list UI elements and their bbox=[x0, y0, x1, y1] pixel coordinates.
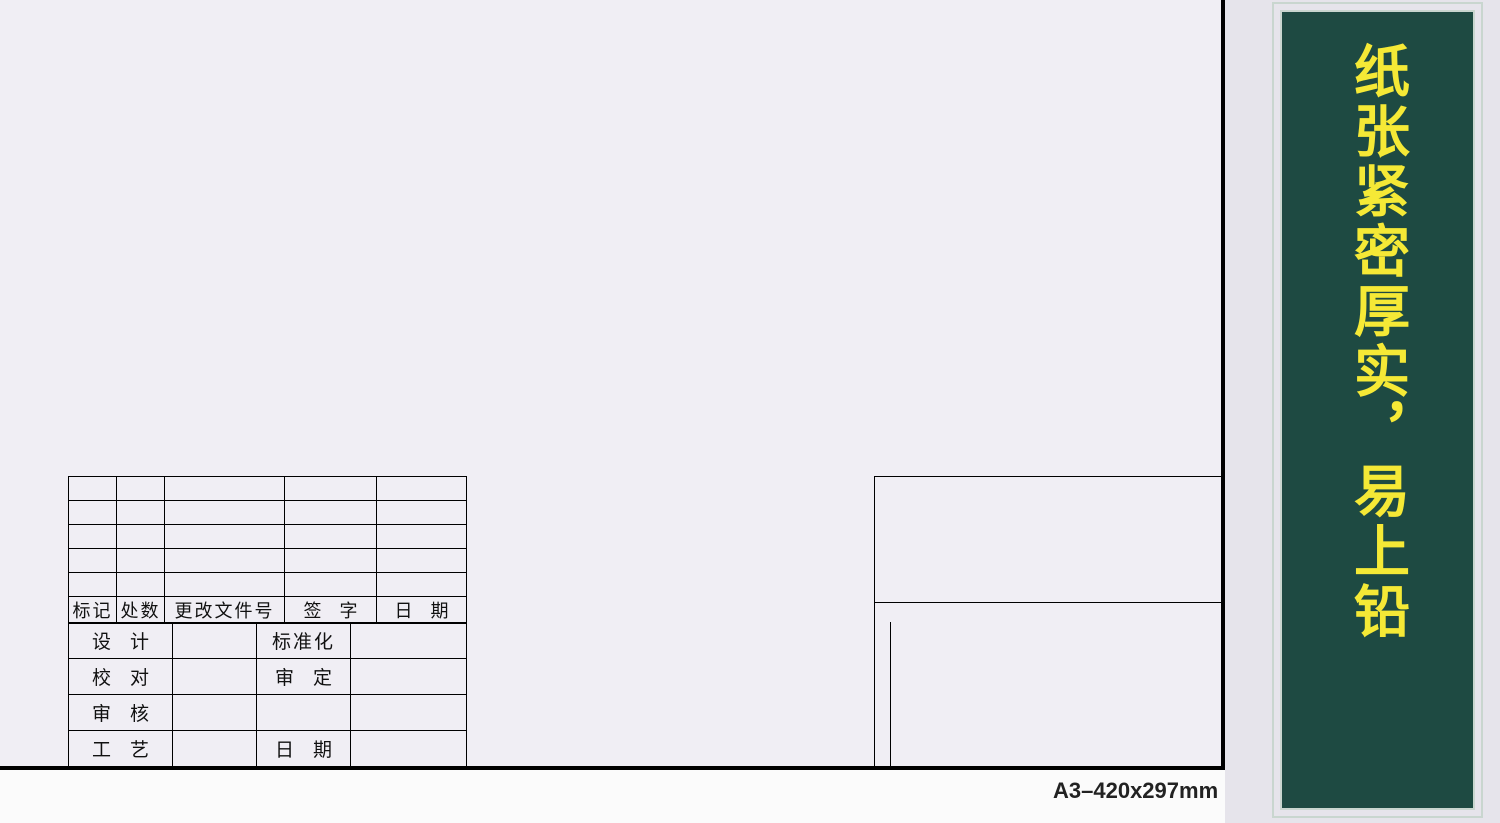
revision-header-row: 标记 处数 更改文件号 签 字 日 期 bbox=[69, 597, 467, 624]
approve-value[interactable] bbox=[351, 659, 467, 695]
process-value[interactable] bbox=[173, 731, 257, 767]
rev-count-label: 处数 bbox=[117, 597, 165, 624]
right-block bbox=[874, 476, 1221, 767]
table-row: 设 计 标准化 bbox=[69, 623, 467, 659]
review-value2[interactable] bbox=[257, 695, 351, 731]
review-value3[interactable] bbox=[351, 695, 467, 731]
design-label: 设 计 bbox=[69, 623, 173, 659]
table-row bbox=[69, 477, 467, 501]
table-row bbox=[69, 525, 467, 549]
signoff-table: 设 计 标准化 校 对 审 定 审 核 工 艺 日 期 bbox=[68, 622, 467, 767]
table-row: 工 艺 日 期 bbox=[69, 731, 467, 767]
approve-label: 审 定 bbox=[257, 659, 351, 695]
rev-mark-label: 标记 bbox=[69, 597, 117, 624]
rev-changedoc-label: 更改文件号 bbox=[165, 597, 285, 624]
design-value[interactable] bbox=[173, 623, 257, 659]
bottom-band bbox=[0, 770, 1225, 823]
sidebar-banner: 纸张紧密厚实，易上铅 bbox=[1280, 10, 1475, 810]
date-label: 日 期 bbox=[257, 731, 351, 767]
process-label: 工 艺 bbox=[69, 731, 173, 767]
rev-sign-label: 签 字 bbox=[285, 597, 377, 624]
company-name-box[interactable] bbox=[875, 603, 1222, 767]
sidebar-text: 纸张紧密厚实，易上铅 bbox=[1343, 42, 1413, 642]
review-label: 审 核 bbox=[69, 695, 173, 731]
table-row: 校 对 审 定 bbox=[69, 659, 467, 695]
standardization-value[interactable] bbox=[351, 623, 467, 659]
review-value[interactable] bbox=[173, 695, 257, 731]
standardization-label: 标准化 bbox=[257, 623, 351, 659]
drawing-number-box[interactable] bbox=[875, 477, 1222, 603]
title-block: 标记 处数 更改文件号 签 字 日 期 设 计 标准化 校 对 审 定 bbox=[68, 476, 1221, 766]
drawing-paper: 标记 处数 更改文件号 签 字 日 期 设 计 标准化 校 对 审 定 bbox=[0, 0, 1225, 770]
check-value[interactable] bbox=[173, 659, 257, 695]
table-row bbox=[69, 501, 467, 525]
rev-date-label: 日 期 bbox=[377, 597, 467, 624]
table-row: 审 核 bbox=[69, 695, 467, 731]
table-row bbox=[69, 549, 467, 573]
date-value[interactable] bbox=[351, 731, 467, 767]
revision-table: 标记 处数 更改文件号 签 字 日 期 bbox=[68, 476, 467, 624]
table-row bbox=[69, 573, 467, 597]
check-label: 校 对 bbox=[69, 659, 173, 695]
midblock-top-spacer bbox=[467, 622, 891, 768]
paper-size-label: A3–420x297mm bbox=[1053, 778, 1218, 804]
